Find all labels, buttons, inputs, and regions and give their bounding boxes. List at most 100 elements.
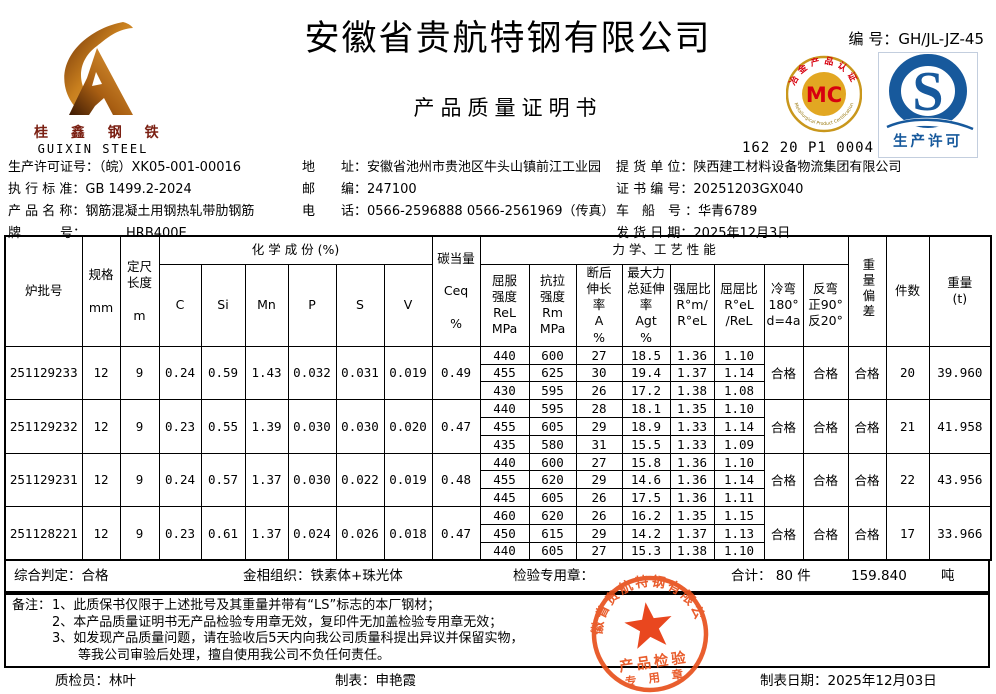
- cell-chem: 0.55: [200, 399, 246, 454]
- cell-chem: 1.43: [244, 345, 289, 401]
- cell-chem: 1.37: [244, 452, 289, 508]
- cell-mech: 1.36: [669, 488, 715, 508]
- info-value: 安徽省池州市贵池区牛头山镇前江工业园: [367, 160, 602, 175]
- cell-mech: 17.2: [621, 381, 671, 401]
- info-row: 执 行 标 准：GB 1499.2-2024: [8, 179, 254, 201]
- date-label: 制表日期：: [760, 673, 828, 689]
- qs-production-license-badge: S 生产许可: [878, 52, 978, 158]
- structure-value: 铁素体+珠光体: [310, 568, 403, 584]
- cell-chem: 0.022: [335, 452, 385, 508]
- info-value: 247100: [367, 182, 417, 197]
- cell-spec: 12: [81, 506, 121, 561]
- tabulator: 制表：申艳霞: [335, 670, 416, 692]
- logo-name-en: GUIXIN STEEL: [37, 142, 149, 156]
- cell-ceq: 0.49: [431, 345, 481, 401]
- cell-chem: 0.57: [200, 452, 246, 508]
- info-column-left: 生产许可证号：（皖）XK05-001-00016 执 行 标 准：GB 1499.…: [8, 157, 254, 245]
- cell-pieces: 20: [885, 345, 930, 401]
- cell-mech: 1.10: [713, 345, 765, 365]
- info-value: 华青6789: [698, 204, 758, 219]
- summary-row: 综合判定：合格 金相组织：铁素体+珠光体 检验专用章： 合计： 80 件 159…: [4, 561, 990, 593]
- metallographic-structure: 金相组织：铁素体+珠光体: [243, 561, 403, 591]
- info-row: 证 书 编 号：20251203GX040: [616, 179, 901, 201]
- doc-number-label: 编 号：: [848, 30, 899, 48]
- tabulator-label: 制表：: [335, 673, 376, 689]
- col-header-ceq: 碳当量 Ceq %: [431, 235, 481, 347]
- inspection-seal-label: 检验专用章：: [513, 568, 594, 584]
- inspection-stamp-icon: 安徽省贵航特钢有限公司 产品检验 专 用 章: [570, 551, 709, 693]
- info-row: 邮 编：247100: [302, 179, 615, 201]
- doc-number: 编 号：GH/JL-JZ-45: [849, 28, 984, 49]
- cell-chem: 0.030: [287, 399, 337, 454]
- cell-mech: 440: [479, 345, 530, 365]
- cell-mech: 620: [528, 506, 577, 525]
- cell-weight: 39.960: [928, 345, 992, 401]
- cell-mech: 18.5: [621, 345, 671, 365]
- cell-chem: 0.030: [335, 399, 385, 454]
- cell-heat-no: 251129233: [4, 345, 83, 401]
- cell-mech: 445: [479, 488, 530, 508]
- cell-ceq: 0.47: [431, 399, 481, 454]
- cell-mech: 605: [528, 541, 577, 561]
- qs-caption: 生产许可: [893, 132, 963, 150]
- table-body: 251129233 12 9 0.24 0.59 1.43 0.032 0.031 0.019 0…: [4, 345, 992, 561]
- table-header-row-2: C Si Mn P S V 屈服 强度 ReL MPa 抗拉 强度 Rm MPa…: [5, 263, 991, 347]
- cell-mech: 19.4: [621, 363, 671, 383]
- cell-mech: 15.3: [621, 541, 671, 561]
- batch-row: 455 605 29 18.9 1.33 1.14: [5, 417, 991, 436]
- cell-pieces: 22: [885, 452, 930, 508]
- cell-mech: 26: [575, 488, 623, 508]
- col-header-mn: Mn: [244, 263, 289, 347]
- cell-mech: 1.37: [669, 363, 715, 383]
- cell-weight: 43.956: [928, 452, 992, 508]
- cell-mech: 600: [528, 345, 577, 365]
- col-header-reverse-bend: 反弯 正90° 反20°: [802, 263, 849, 347]
- info-value: 陕西建工材料设备物流集团有限公司: [693, 160, 902, 175]
- cell-mech: 1.08: [713, 381, 765, 401]
- info-column-right: 提 货 单 位：陕西建工材料设备物流集团有限公司证 书 编 号：20251203…: [616, 157, 901, 245]
- cell-chem: 0.018: [383, 506, 433, 561]
- cell-mech: 1.10: [713, 541, 765, 561]
- col-header-p: P: [287, 263, 337, 347]
- cell-mech: 1.10: [713, 399, 765, 418]
- weight-unit: 吨: [941, 568, 955, 584]
- inspector-label: 质检员：: [55, 673, 109, 689]
- cell-mech: 14.2: [621, 523, 671, 543]
- cell-mech: 14.6: [621, 470, 671, 490]
- info-row: 产 品 名 称：钢筋混凝土用钢热轧带肋钢筋: [8, 201, 254, 223]
- cell-mech: 1.37: [669, 523, 715, 543]
- info-label: 车 船 号 ：: [616, 204, 699, 219]
- cell-weight-deviation: 合格: [847, 452, 887, 508]
- cell-cold-bend: 合格: [763, 506, 804, 561]
- cell-mech: 15.8: [621, 452, 671, 472]
- doc-title: 产品质量证明书: [413, 96, 603, 120]
- total-pieces-value: 80: [775, 568, 793, 584]
- col-header-length: 定尺 长度 m: [119, 235, 160, 347]
- cell-mech: 1.35: [669, 399, 715, 418]
- table-header-row-1: 炉批号 规格 mm 定尺 长度 m 化 学 成 份 (%) 碳当量 Ceq % …: [4, 235, 992, 347]
- batch-row: 251128221 12 9 0.23 0.61 1.37 0.024 0.026 0.018 0…: [4, 506, 992, 561]
- mc-certification-badge: 冶金产品认证 Metallurgical Product Certificati…: [785, 50, 863, 138]
- cell-mech: 15.5: [621, 434, 671, 454]
- cell-mech: 1.36: [669, 345, 715, 365]
- cell-mech: 1.36: [669, 452, 715, 472]
- info-label: 证 书 编 号：: [616, 182, 694, 197]
- total-pieces: 合计： 80 件: [731, 561, 811, 591]
- cell-mech: 615: [528, 523, 577, 543]
- info-value: 20251203GX040: [693, 182, 804, 197]
- cell-length: 9: [119, 399, 160, 454]
- mc-cert-number: 162 20 P1 0004 L: [742, 140, 893, 156]
- logo-name-cn: 桂 鑫 钢 铁: [34, 125, 168, 141]
- cell-mech: 455: [479, 363, 530, 383]
- inspector-name: 林叶: [109, 673, 136, 689]
- info-row: 车 船 号 ：华青6789: [616, 201, 901, 223]
- cell-mech: 605: [528, 488, 577, 508]
- note-line-2: 2、本产品质量证明书无产品检验专用章无效，复印件无加盖检验专用章无效；: [52, 614, 503, 630]
- group-header-mechanical: 力 学、工 艺 性 能: [479, 235, 849, 265]
- cell-mech: 31: [575, 434, 623, 454]
- col-header-rel-rel-ratio: 屈屈比 R°eL /ReL: [713, 263, 765, 347]
- total-label: 合计：: [731, 568, 772, 584]
- cell-mech: 625: [528, 363, 577, 383]
- tabulator-name: 申艳霞: [375, 673, 417, 689]
